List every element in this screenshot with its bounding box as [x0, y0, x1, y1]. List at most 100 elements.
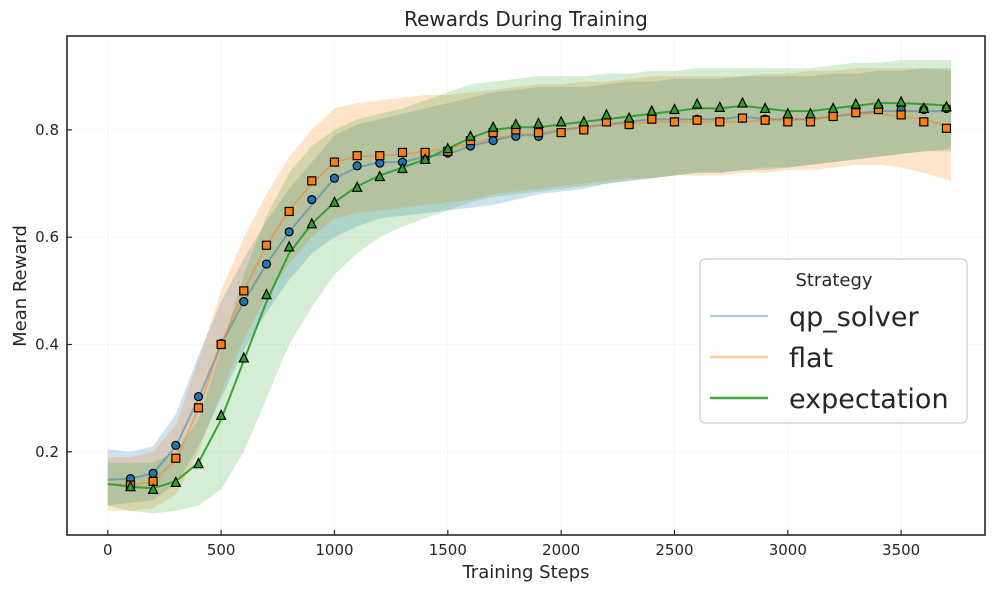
marker-expectation	[487, 120, 499, 132]
marker-expectation	[714, 101, 726, 112]
marker-expectation	[351, 180, 363, 192]
marker-flat	[284, 206, 294, 217]
x-tick-label: 2500	[655, 541, 693, 559]
marker-flat	[669, 117, 680, 127]
marker-expectation	[419, 153, 431, 165]
marker-expectation	[555, 115, 567, 127]
marker-expectation	[646, 104, 658, 116]
marker-expectation	[691, 97, 703, 109]
marker-expectation	[510, 118, 522, 130]
marker-flat	[171, 453, 181, 463]
marker-flat	[647, 114, 657, 124]
x-tick-label: 1500	[429, 541, 467, 559]
y-tick-label: 0.6	[35, 228, 59, 246]
marker-expectation	[306, 217, 318, 229]
marker-flat	[919, 117, 929, 127]
marker-flat	[193, 403, 204, 413]
marker-flat	[397, 147, 408, 158]
marker-expectation	[668, 103, 680, 115]
marker-expectation	[192, 457, 204, 469]
marker-expectation	[464, 129, 476, 141]
marker-flat	[261, 240, 272, 250]
band-flat	[107, 68, 952, 511]
marker-flat	[352, 151, 362, 161]
x-tick-label: 500	[207, 541, 236, 559]
marker-flat	[307, 176, 317, 186]
marker-expectation	[442, 142, 454, 154]
marker-expectation	[532, 117, 544, 129]
x-tick-label: 3500	[882, 541, 920, 559]
plot-frame	[66, 35, 986, 536]
x-tick-label: 3000	[769, 541, 807, 559]
legend: Strategy qp_solver flat expectation	[699, 258, 968, 424]
x-axis-label: Training Steps	[461, 562, 589, 583]
marker-flat	[375, 151, 385, 161]
marker-flat	[579, 125, 589, 135]
marker-qp_solver	[375, 158, 385, 168]
marker-flat	[329, 157, 340, 167]
marker-qp_solver	[329, 173, 340, 183]
marker-qp_solver	[239, 296, 249, 307]
y-tick-label: 0.8	[35, 121, 59, 139]
marker-expectation	[600, 108, 612, 120]
x-axis-ticks: 0 500 1000 1500 2000 2500 3000 3500	[103, 530, 920, 559]
band-expectation	[107, 60, 952, 514]
marker-qp_solver	[148, 468, 158, 478]
marker-expectation	[850, 97, 862, 109]
marker-flat	[805, 117, 816, 127]
marker-flat	[760, 115, 770, 125]
marker-flat	[828, 111, 838, 122]
marker-flat	[692, 115, 702, 125]
marker-qp_solver	[488, 136, 498, 146]
y-tick-label: 0.4	[35, 336, 59, 354]
marker-expectation	[170, 476, 182, 488]
marker-expectation	[804, 107, 816, 119]
x-tick-label: 2000	[542, 541, 580, 559]
marker-flat	[533, 127, 544, 138]
marker-expectation	[872, 97, 884, 109]
band-qp_solver	[107, 68, 952, 506]
marker-expectation	[238, 351, 250, 363]
legend-title: Strategy	[795, 270, 872, 291]
marker-expectation	[328, 195, 340, 207]
marker-expectation	[578, 115, 590, 127]
y-axis-label: Mean Reward	[10, 225, 31, 347]
marker-expectation	[759, 102, 771, 114]
marker-flat	[216, 339, 226, 350]
marker-expectation	[827, 102, 839, 114]
marker-expectation	[215, 409, 227, 420]
marker-expectation	[396, 162, 408, 174]
marker-expectation	[940, 100, 952, 112]
legend-label-qp-solver: qp_solver	[789, 302, 919, 333]
marker-flat	[941, 123, 952, 133]
marker-qp_solver	[171, 440, 181, 450]
marker-flat	[715, 117, 725, 127]
marker-qp_solver	[352, 161, 362, 171]
marker-qp_solver	[261, 259, 272, 269]
marker-expectation	[260, 288, 272, 300]
series-markers	[124, 95, 952, 494]
marker-expectation	[782, 107, 794, 119]
marker-expectation	[918, 102, 930, 114]
marker-qp_solver	[193, 391, 204, 402]
marker-flat	[556, 127, 566, 138]
marker-flat	[239, 286, 249, 296]
marker-expectation	[283, 240, 295, 252]
x-tick-label: 1000	[315, 541, 353, 559]
marker-expectation	[623, 111, 635, 123]
legend-label-expectation: expectation	[789, 384, 949, 415]
marker-flat	[737, 113, 748, 123]
marker-expectation	[124, 480, 136, 492]
marker-expectation	[736, 96, 748, 108]
marker-flat	[896, 110, 906, 120]
x-tick-label: 0	[103, 541, 113, 559]
y-tick-label: 0.2	[35, 443, 59, 461]
marker-qp_solver	[307, 195, 317, 205]
confidence-bands	[107, 60, 952, 514]
marker-qp_solver	[284, 227, 294, 237]
chart-title: Rewards During Training	[404, 7, 648, 31]
marker-expectation	[147, 483, 159, 494]
marker-expectation	[895, 95, 907, 107]
y-axis-ticks: 0.2 0.4 0.6 0.8	[35, 121, 72, 461]
